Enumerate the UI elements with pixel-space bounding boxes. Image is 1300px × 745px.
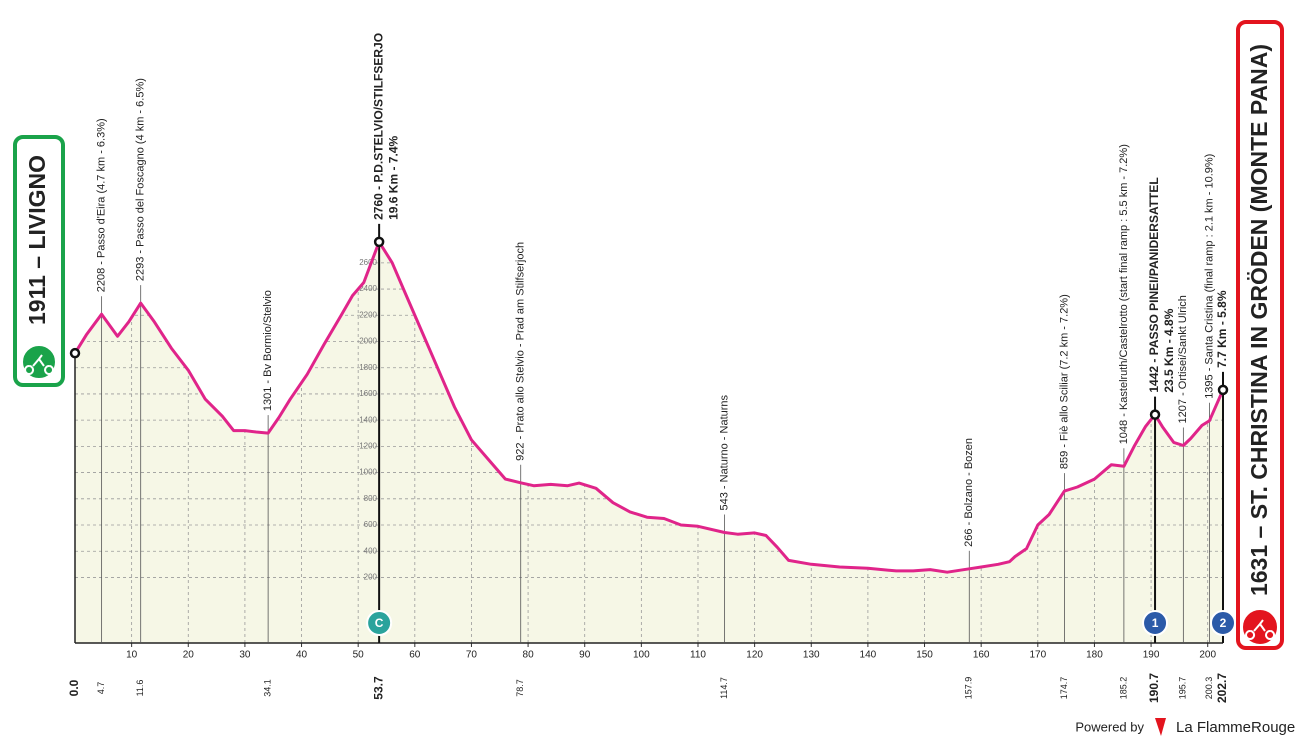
bike-icon (24, 354, 55, 375)
x-tick-label: 40 (296, 650, 308, 661)
waypoint-label: 859 - Fiè allo Sciliar (7.2 km - 7.2%) (1058, 294, 1070, 469)
x-tick-label: 120 (746, 650, 763, 661)
y-tick-label: 600 (364, 520, 378, 529)
waypoint-km: 200.3 (1204, 677, 1214, 700)
waypoint-km: 11.6 (135, 680, 145, 697)
x-tick-label: 160 (973, 650, 990, 661)
y-tick-label: 400 (364, 546, 378, 555)
x-tick-label: 170 (1029, 650, 1046, 661)
waypoint-label: 7.7 Km - 5.8% (1215, 290, 1229, 368)
climb-marker (1142, 610, 1169, 636)
waypoint-label: 1395 - Santa Cristina (final ramp : 2.1 … (1203, 154, 1215, 399)
waypoint-km: 34.1 (263, 679, 273, 697)
waypoint-label: 543 - Naturno - Naturns (719, 394, 731, 510)
x-tick-label: 130 (803, 650, 820, 661)
x-tick-label: 190 (1143, 650, 1160, 661)
y-tick-label: 1600 (359, 389, 377, 398)
profile-line (73, 240, 1225, 574)
y-tick-label: 1800 (359, 363, 377, 372)
climb-marker (1210, 610, 1236, 636)
finish-icon (1241, 608, 1279, 646)
waypoint-km: 78.7 (515, 679, 525, 697)
summit-dot (1217, 384, 1229, 396)
waypoint-km: 4.7 (96, 682, 106, 695)
x-tick-label: 100 (633, 650, 650, 661)
profile-area (75, 241, 1223, 643)
waypoint-label: 1048 - Kastelruth/Castelrotto (start fin… (1118, 144, 1130, 444)
y-tick-label: 1400 (359, 415, 377, 424)
waypoint-label: 1207 - Ortisei/Sankt Ulrich (1177, 295, 1189, 423)
y-tick-label: 200 (364, 573, 378, 582)
waypoint-km: 202.7 (1215, 673, 1229, 703)
waypoint-km: 185.2 (1118, 677, 1128, 700)
waypoint-km: 195.7 (1178, 677, 1188, 700)
waypoint-label: 2293 - Passo del Foscagno (4 km - 6.5%) (135, 78, 147, 281)
waypoint-label: 922 - Prato allo Stelvio - Prad am Stilf… (515, 242, 527, 461)
waypoint-label: 2760 - P.D.STELVIO/STILFSERJO (371, 33, 385, 220)
x-tick-label: 60 (409, 650, 421, 661)
y-tick-label: 2200 (359, 310, 377, 319)
y-tick-label: 2600 (359, 258, 377, 267)
start-label: 1911 – LIVIGNO (24, 155, 50, 325)
y-tick-label: 1000 (359, 468, 377, 477)
y-tick-label: 2400 (359, 284, 377, 293)
x-tick-label: 140 (860, 650, 877, 661)
powered-by: Powered by (1075, 719, 1144, 734)
y-tick-label: 1200 (359, 441, 377, 450)
start-icon (21, 344, 57, 380)
x-tick-label: 30 (239, 650, 251, 661)
y-tick-label: 2000 (359, 337, 377, 346)
waypoint-km: 174.7 (1059, 677, 1069, 700)
brand: La FlammeRouge (1176, 719, 1295, 736)
climb-marker-label: 2 (1220, 616, 1227, 630)
finish-box (1236, 20, 1284, 650)
waypoint-label: 266 - Bolzano - Bozen (963, 438, 975, 547)
waypoint-sub: 23.5 Km - 4.8% (1162, 308, 1176, 392)
waypoint-km: 53.7 (371, 676, 385, 700)
climb-marker-label: C (375, 616, 384, 630)
waypoint-km: 190.7 (1147, 673, 1161, 703)
waypoint-km: 114.7 (719, 677, 729, 699)
waypoint-km: 157.9 (964, 677, 974, 700)
summit-dot (373, 236, 385, 248)
waypoint-sub: 19.6 Km - 7.4% (386, 136, 400, 220)
y-tick-label: 800 (364, 494, 378, 503)
start-box (13, 135, 65, 387)
finish-label: 1631 – ST. CHRISTINA IN GRÖDEN (MONTE PA… (1246, 44, 1272, 596)
x-tick-label: 110 (690, 650, 706, 661)
summit-dot (69, 347, 81, 359)
x-tick-label: 50 (353, 650, 365, 661)
waypoint-label: 1442 - PASSO PINEI/PANIDERSATTEL (1147, 177, 1161, 392)
waypoint-label: 2208 - Passo d'Eira (4.7 km - 6.3%) (96, 118, 108, 292)
bike-icon (1245, 619, 1276, 640)
x-tick-label: 150 (916, 650, 933, 661)
x-tick-label: 90 (579, 650, 591, 661)
x-tick-label: 180 (1086, 650, 1103, 661)
climb-marker (366, 610, 393, 636)
climb-marker-label: 1 (1152, 616, 1159, 630)
x-tick-label: 20 (183, 650, 195, 661)
x-tick-label: 80 (523, 650, 535, 661)
summit-dot (1149, 409, 1161, 420)
waypoint-km: 0.0 (67, 679, 81, 696)
brand-logo (1155, 718, 1166, 736)
x-tick-label: 200 (1199, 650, 1216, 661)
x-tick-label: 70 (466, 650, 478, 661)
x-tick-label: 10 (126, 650, 138, 661)
waypoint-label: 1301 - Bv Bormio/Stelvio (262, 290, 274, 411)
